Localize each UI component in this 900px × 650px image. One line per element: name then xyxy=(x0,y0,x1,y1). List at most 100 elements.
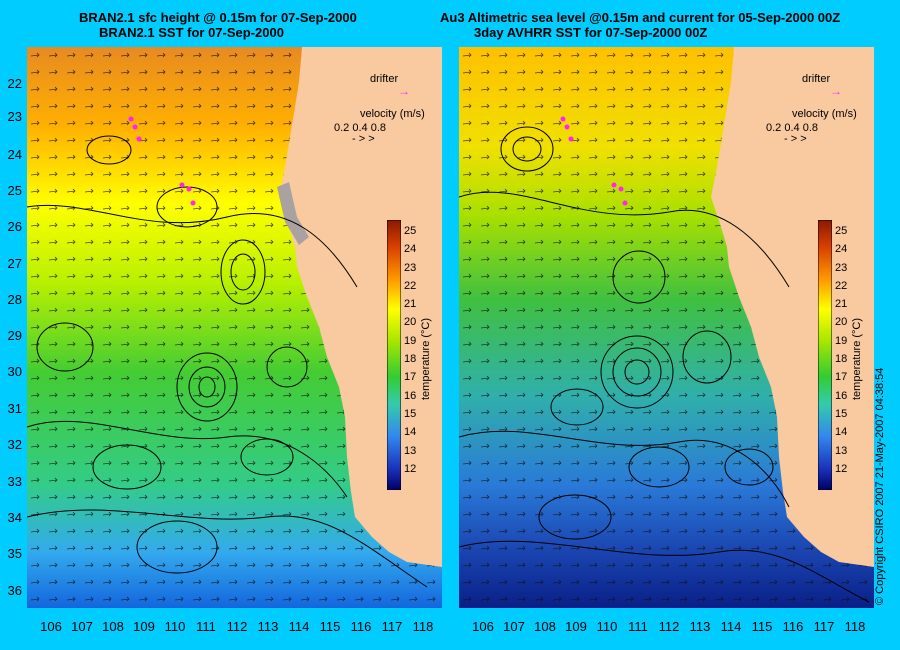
left-sst-map xyxy=(27,47,442,608)
lon-label: 113 xyxy=(689,619,711,634)
colorbar-tick: 23 xyxy=(835,261,848,274)
colorbar-tick: 21 xyxy=(835,298,848,311)
velocity-scale-value: 0.4 xyxy=(352,122,368,134)
lon-label: 106 xyxy=(472,619,494,634)
right-title-line1: Au3 Altimetric sea level @0.15m and curr… xyxy=(440,10,841,25)
colorbar-tick: 18 xyxy=(404,353,417,366)
copyright-notice: © Copyright CSIRO 2007 21-May-2007 04:38… xyxy=(874,367,886,605)
lat-label: 25 xyxy=(7,183,22,198)
drifter-arrow-icon: → xyxy=(830,84,842,98)
colorbar-tick: 14 xyxy=(404,426,417,439)
colorbar-tick: 16 xyxy=(404,389,417,402)
velocity-arrows-icon: - > > xyxy=(784,133,807,145)
colorbar-tick: 19 xyxy=(835,334,848,347)
colorbar-tick: 22 xyxy=(835,279,848,292)
lon-label: 110 xyxy=(596,619,618,634)
lat-label: 36 xyxy=(7,583,22,598)
colorbar-tick: 21 xyxy=(404,298,417,311)
lat-label: 28 xyxy=(7,292,22,307)
colorbar-tick: 23 xyxy=(404,261,417,274)
drifter-label: drifter xyxy=(370,73,399,85)
colorbar-tick: 20 xyxy=(835,316,848,329)
lon-label: 107 xyxy=(71,619,93,634)
lon-label: 111 xyxy=(196,619,216,634)
lat-label: 34 xyxy=(7,510,22,525)
velocity-arrows-icon: - > > xyxy=(352,133,375,145)
colorbar-ticks: 25 24 23 22 21 20 19 18 17 16 15 14 13 1… xyxy=(404,222,416,478)
colorbar-tick: 12 xyxy=(835,462,848,475)
velocity-label: velocity (m/s) xyxy=(360,108,425,120)
colorbar-tick: 24 xyxy=(835,243,848,256)
colorbar-tick: 19 xyxy=(404,334,417,347)
lon-label: 112 xyxy=(658,619,680,634)
lon-label: 114 xyxy=(288,619,310,634)
colorbar-tick: 13 xyxy=(835,444,848,457)
lat-label: 26 xyxy=(7,219,22,234)
lat-label: 27 xyxy=(7,256,22,271)
lon-label: 109 xyxy=(133,619,155,634)
right-colorbar-svg xyxy=(818,220,832,490)
colorbar-label: temperature (°C) xyxy=(851,317,863,400)
lon-label: 108 xyxy=(102,619,124,634)
colorbar-tick: 15 xyxy=(404,407,417,420)
lon-label: 111 xyxy=(628,619,648,634)
drifter-arrow-icon: → xyxy=(398,84,410,98)
right-drifter-tracks xyxy=(560,116,628,206)
right-title-line2: 3day AVHRR SST for 07-Sep-2000 00Z xyxy=(474,25,708,40)
lon-label: 112 xyxy=(226,619,248,634)
lat-label: 35 xyxy=(7,546,22,561)
lon-label: 118 xyxy=(412,619,434,634)
lon-label: 116 xyxy=(350,619,372,634)
left-title-line1: BRAN2.1 sfc height @ 0.15m for 07-Sep-20… xyxy=(79,10,357,25)
colorbar-tick: 24 xyxy=(404,243,417,256)
drifter-label: drifter xyxy=(802,73,831,85)
left-colorbar-svg xyxy=(387,220,401,490)
right-map-svg xyxy=(459,47,874,608)
colorbar-tick: 22 xyxy=(404,279,417,292)
velocity-scale-value: 0.8 xyxy=(370,122,387,134)
lat-label: 33 xyxy=(7,474,22,489)
lat-label: 23 xyxy=(7,109,22,124)
velocity-scale-value: 0.2 xyxy=(766,122,782,134)
lon-label: 117 xyxy=(381,619,403,634)
velocity-scale-value: 0.2 xyxy=(334,122,350,134)
left-drifter-tracks xyxy=(128,116,196,206)
lon-label: 109 xyxy=(565,619,587,634)
lon-label: 107 xyxy=(503,619,525,634)
lon-label: 118 xyxy=(844,619,866,634)
left-map-svg xyxy=(27,47,442,608)
lon-label: 115 xyxy=(319,619,341,634)
velocity-scale-value: 0.8 xyxy=(802,122,819,134)
colorbar-label: temperature (°C) xyxy=(420,317,432,400)
velocity-scale: 0.2 0.4 0.8 xyxy=(334,122,386,134)
colorbar-tick: 13 xyxy=(404,444,417,457)
colorbar-tick: 17 xyxy=(404,371,417,384)
right-sst-map xyxy=(459,47,874,608)
lat-label: 22 xyxy=(7,76,22,91)
lon-label: 106 xyxy=(40,619,62,634)
velocity-label: velocity (m/s) xyxy=(792,108,857,120)
lon-label: 113 xyxy=(257,619,279,634)
colorbar-tick: 25 xyxy=(835,225,848,237)
left-title-line2: BRAN2.1 SST for 07-Sep-2000 xyxy=(99,25,284,40)
colorbar-tick: 17 xyxy=(835,371,848,384)
colorbar-tick: 12 xyxy=(404,462,417,475)
lon-label: 108 xyxy=(534,619,556,634)
lon-label: 116 xyxy=(782,619,804,634)
velocity-scale-value: 0.4 xyxy=(784,122,800,134)
lon-label: 117 xyxy=(813,619,835,634)
colorbar-tick: 14 xyxy=(835,426,848,439)
colorbar-tick: 20 xyxy=(404,316,417,329)
lat-label: 29 xyxy=(7,328,22,343)
lon-label: 110 xyxy=(164,619,186,634)
velocity-scale: 0.2 0.4 0.8 xyxy=(766,122,818,134)
colorbar-tick: 16 xyxy=(835,389,848,402)
lat-label: 32 xyxy=(7,437,22,452)
lon-label: 115 xyxy=(751,619,773,634)
colorbar-tick: 15 xyxy=(835,407,848,420)
colorbar-ticks: 25 24 23 22 21 20 19 18 17 16 15 14 13 1… xyxy=(835,222,847,478)
lat-label: 31 xyxy=(7,401,22,416)
lon-label: 114 xyxy=(720,619,742,634)
lat-label: 24 xyxy=(7,147,22,162)
lat-label: 30 xyxy=(7,364,22,379)
